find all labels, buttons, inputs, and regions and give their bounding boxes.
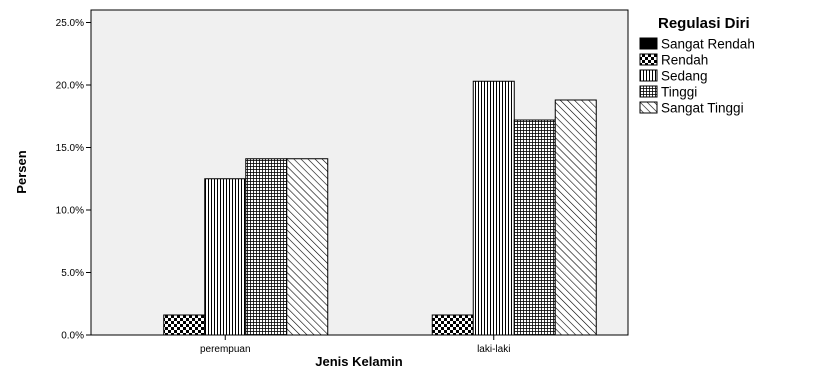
legend-swatch — [639, 85, 658, 98]
bar-rendah-laki-laki — [431, 314, 474, 336]
legend-label: Rendah — [661, 53, 708, 68]
bar-tinggi-perempuan — [245, 158, 288, 336]
legend-label: Tinggi — [661, 85, 697, 100]
legend-swatch — [639, 37, 658, 50]
x-axis: perempuan laki-laki — [200, 335, 510, 355]
y-tick-label: 0.0% — [61, 331, 84, 342]
y-tick-label: 25.0% — [56, 18, 84, 29]
bar-sangat-tinggi-perempuan — [286, 158, 329, 336]
y-axis-title: Persen — [14, 150, 29, 193]
y-axis: 0.0% 5.0% 10.0% 15.0% 20.0% 25.0% — [56, 18, 91, 342]
x-axis-title: Jenis Kelamin — [315, 354, 402, 369]
legend-label: Sangat Tinggi — [661, 101, 744, 116]
legend-swatch — [639, 69, 658, 82]
bar-sangat-tinggi-laki-laki — [554, 99, 597, 336]
y-tick-label: 10.0% — [56, 206, 84, 217]
legend: Regulasi Diri Sangat RendahRendahSedangT… — [639, 15, 755, 116]
x-tick-label: perempuan — [200, 344, 251, 355]
y-tick-label: 5.0% — [61, 268, 84, 279]
legend-swatch — [639, 101, 658, 114]
legend-title: Regulasi Diri — [658, 15, 750, 32]
bars-group — [163, 80, 597, 336]
bar-tinggi-laki-laki — [513, 119, 556, 336]
x-tick-label: laki-laki — [477, 344, 510, 355]
bar-sedang-laki-laki — [472, 80, 515, 336]
bar-rendah-perempuan — [163, 314, 206, 336]
legend-label: Sangat Rendah — [661, 37, 755, 52]
y-tick-label: 15.0% — [56, 143, 84, 154]
legend-label: Sedang — [661, 69, 708, 84]
y-tick-label: 20.0% — [56, 81, 84, 92]
bar-sedang-perempuan — [204, 178, 247, 336]
legend-swatch — [639, 53, 658, 66]
